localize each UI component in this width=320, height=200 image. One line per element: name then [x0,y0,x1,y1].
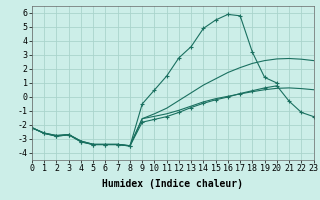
X-axis label: Humidex (Indice chaleur): Humidex (Indice chaleur) [102,179,243,189]
